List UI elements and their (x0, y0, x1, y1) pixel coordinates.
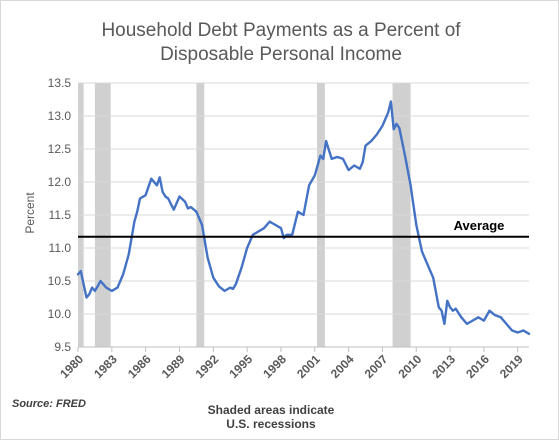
y-tick-label: 13.0 (48, 109, 72, 123)
recession-note-line-2: U.S. recessions (226, 417, 316, 431)
y-tick-label: 9.5 (54, 340, 71, 354)
x-tick-label: 2001 (294, 352, 323, 381)
x-tick-label: 1995 (226, 352, 255, 381)
x-tick-label: 2010 (396, 352, 425, 381)
gridlines (78, 82, 529, 315)
recession-note-line-1: Shaded areas indicate (207, 403, 335, 417)
x-tick-label: 2004 (328, 352, 357, 381)
x-tick-label: 1980 (57, 352, 86, 381)
recession-note: Shaded areas indicate U.S. recessions (191, 403, 351, 431)
x-tick-label: 1989 (159, 352, 188, 381)
x-tick-label: 1983 (91, 352, 120, 381)
average-line-group: Average (78, 218, 529, 238)
y-tick-label: 12.0 (48, 175, 72, 189)
source-note: Source: FRED (12, 398, 86, 410)
y-tick-label: 11.5 (49, 208, 72, 222)
series-lines (76, 100, 531, 335)
y-tick-label: 12.5 (48, 142, 72, 156)
x-tick-label: 2013 (429, 352, 458, 381)
chart-title: Household Debt Payments as a Percent of … (41, 19, 521, 67)
y-tick-label: 10.0 (48, 307, 72, 321)
x-tick-label: 2019 (497, 352, 526, 381)
chart-title-line-2: Disposable Personal Income (160, 44, 402, 65)
x-tick-label: 1986 (125, 352, 154, 381)
x-tick-label: 2007 (362, 352, 391, 381)
x-tick-label: 1998 (260, 352, 289, 381)
x-tick-label: 1992 (193, 352, 222, 381)
average-label: Average (454, 218, 505, 233)
x-tick-label: 2016 (463, 352, 492, 381)
y-tick-label: 13.5 (48, 76, 72, 90)
series-line-1 (76, 100, 531, 335)
chart-title-line-1: Household Debt Payments as a Percent of (101, 20, 461, 41)
y-axis-label: Percent (23, 192, 37, 234)
y-tick-label: 11.0 (49, 241, 72, 255)
y-tick-label: 10.5 (48, 274, 72, 288)
